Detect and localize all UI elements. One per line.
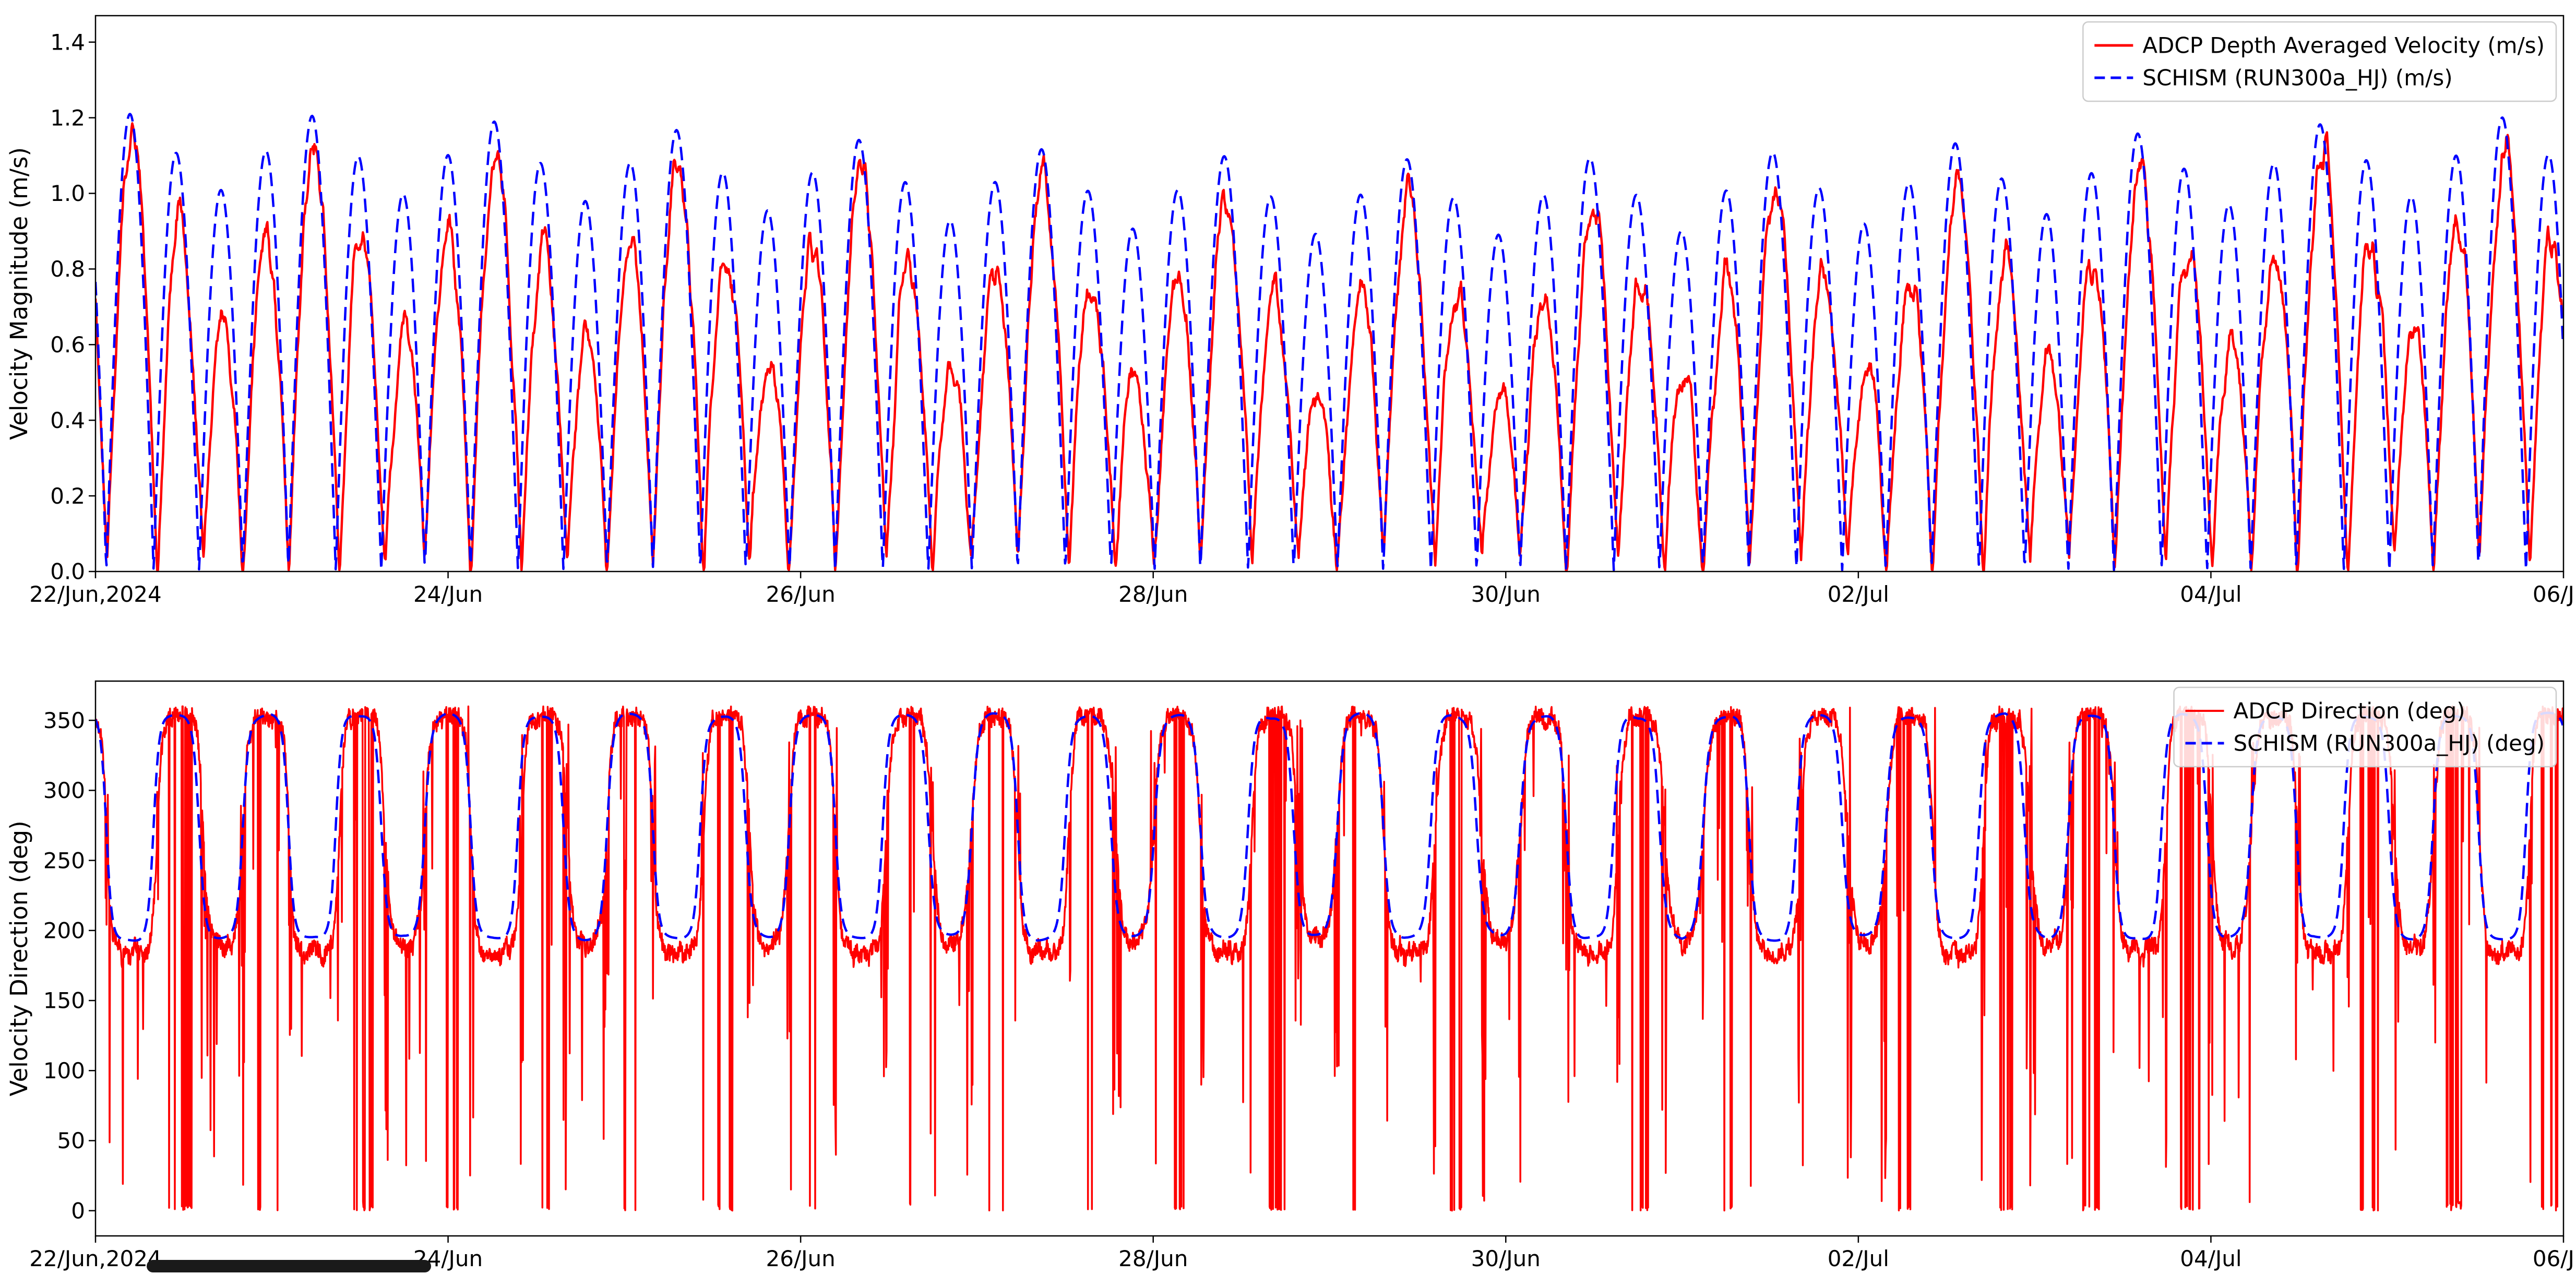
y-tick-label: 0.2 bbox=[50, 483, 85, 509]
series-line bbox=[96, 122, 2563, 571]
x-tick-label: 06/Jul bbox=[2533, 1246, 2576, 1271]
y-tick-label: 0.6 bbox=[50, 332, 85, 358]
series-line bbox=[96, 711, 2563, 942]
velocity-magnitude-chart: 0.0 0.2 0.4 0.6 0.8 1.0 1.2 1.4 22/Jun,2024 24/Ju… bbox=[5, 15, 2576, 607]
legend: ADCP Direction (deg) SCHISM (RUN300a_HJ) … bbox=[2173, 686, 2557, 768]
y-tick-label: 150 bbox=[43, 988, 85, 1014]
x-tick-label: 02/Jul bbox=[1828, 581, 1889, 607]
x-tick-label: 28/Jun bbox=[1118, 581, 1188, 607]
x-tick-label: 22/Jun,2024 bbox=[29, 581, 161, 607]
y-axis-label: Velocity Magnitude (m/s) bbox=[5, 147, 33, 440]
y-tick-label: 0 bbox=[71, 1198, 85, 1223]
legend-entry-label: ADCP Direction (deg) bbox=[2234, 698, 2465, 724]
series-line bbox=[96, 113, 2563, 571]
y-tick-label: 0.4 bbox=[50, 408, 85, 433]
x-tick-label: 26/Jun bbox=[766, 1246, 836, 1271]
y-tick-label: 100 bbox=[43, 1058, 85, 1084]
x-tick-label: 24/Jun bbox=[413, 581, 483, 607]
x-tick-label: 22/Jun,2024 bbox=[29, 1246, 161, 1271]
x-tick-label: 04/Jul bbox=[2180, 1246, 2241, 1271]
y-tick-label: 250 bbox=[43, 848, 85, 873]
legend-entry-label: SCHISM (RUN300a_HJ) (m/s) bbox=[2142, 65, 2452, 91]
bottom-dark-pill bbox=[147, 1260, 431, 1272]
axes-frame bbox=[94, 680, 2565, 1237]
x-tick-label: 30/Jun bbox=[1471, 1246, 1541, 1271]
y-tick-label: 1.2 bbox=[50, 105, 85, 130]
legend-entry-label: SCHISM (RUN300a_HJ) (deg) bbox=[2234, 731, 2545, 756]
y-tick-label: 0.0 bbox=[50, 559, 85, 585]
x-tick-label: 06/Jul bbox=[2533, 581, 2576, 607]
legend: ADCP Depth Averaged Velocity (m/s) SCHISM… bbox=[2082, 21, 2557, 102]
y-tick-label: 1.0 bbox=[50, 181, 85, 206]
legend-entry-label: ADCP Depth Averaged Velocity (m/s) bbox=[2142, 33, 2545, 58]
x-tick-label: 04/Jul bbox=[2180, 581, 2241, 607]
x-tick-label: 30/Jun bbox=[1471, 581, 1541, 607]
y-axis-label: Velocity Direction (deg) bbox=[5, 820, 33, 1096]
y-tick-label: 50 bbox=[57, 1128, 85, 1153]
y-tick-label: 200 bbox=[43, 918, 85, 944]
x-tick-label: 26/Jun bbox=[766, 581, 836, 607]
y-tick-label: 300 bbox=[43, 778, 85, 803]
axes-frame bbox=[94, 15, 2565, 573]
series-line bbox=[96, 705, 2563, 1212]
y-tick-label: 350 bbox=[43, 708, 85, 733]
y-tick-label: 1.4 bbox=[50, 29, 85, 55]
x-tick-label: 28/Jun bbox=[1118, 1246, 1188, 1271]
x-tick-label: 02/Jul bbox=[1828, 1246, 1889, 1271]
y-tick-label: 0.8 bbox=[50, 256, 85, 282]
